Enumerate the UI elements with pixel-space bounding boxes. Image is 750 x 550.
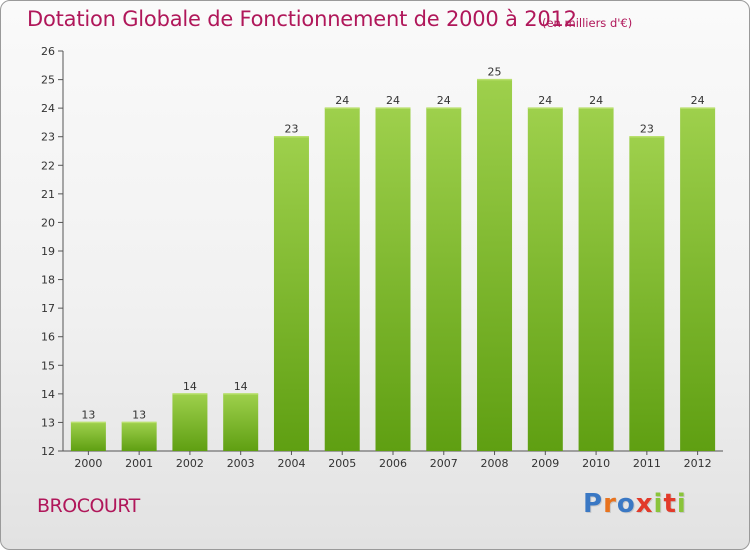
value-label-2004: 23	[284, 123, 298, 136]
x-tick-label-2004: 2004	[277, 457, 305, 470]
x-tick-label-2011: 2011	[633, 457, 661, 470]
x-tick-label-2009: 2009	[531, 457, 559, 470]
x-tick-label-2005: 2005	[328, 457, 356, 470]
chart-unit-note: (en milliers d'€)	[542, 16, 633, 30]
x-tick-label-2000: 2000	[74, 457, 102, 470]
bar-2010	[578, 108, 614, 451]
value-label-2011: 23	[640, 123, 654, 136]
value-label-2005: 24	[335, 94, 349, 107]
x-tick-label-2003: 2003	[227, 457, 255, 470]
bar-2002	[172, 393, 208, 451]
value-label-2000: 13	[81, 408, 95, 421]
value-label-2003: 14	[234, 380, 248, 393]
y-tick-label: 26	[41, 45, 55, 58]
chart-title: Dotation Globale de Fonctionnement de 20…	[27, 7, 577, 31]
x-tick-label-2001: 2001	[125, 457, 153, 470]
bar-2003	[223, 393, 259, 451]
y-tick-label: 19	[41, 245, 55, 258]
x-tick-label-2002: 2002	[176, 457, 204, 470]
value-label-2009: 24	[538, 94, 552, 107]
value-label-2008: 25	[488, 66, 502, 79]
y-tick-label: 24	[41, 102, 55, 115]
y-tick-label: 16	[41, 331, 55, 344]
y-tick-label: 12	[41, 445, 55, 458]
value-label-2006: 24	[386, 94, 400, 107]
bar-2008	[477, 79, 513, 451]
logo-letter: o	[616, 489, 636, 519]
value-label-2012: 24	[691, 94, 705, 107]
bar-2007	[426, 108, 462, 451]
y-tick-label: 14	[41, 388, 55, 401]
x-tick-label-2012: 2012	[684, 457, 712, 470]
y-tick-label: 18	[41, 274, 55, 287]
y-tick-label: 13	[41, 416, 55, 429]
y-tick-label: 25	[41, 74, 55, 87]
bars	[70, 78, 716, 451]
place-name: BROCOURT	[37, 495, 140, 517]
bar-2001	[121, 422, 157, 451]
bar-2012	[680, 108, 716, 451]
x-tick-label-2007: 2007	[430, 457, 458, 470]
axes: 12 13 14 15 16 17 18 19 20 21 22 23 24 25 26 2000 2001 20…	[41, 45, 723, 470]
x-tick-label-2010: 2010	[582, 457, 610, 470]
bar-2006	[375, 108, 411, 451]
bar-2000	[70, 422, 106, 451]
x-tick-label-2006: 2006	[379, 457, 407, 470]
logo-letter: i	[676, 489, 687, 519]
bar-2009	[527, 108, 563, 451]
logo-letter: P	[583, 489, 604, 519]
x-tick-label-2008: 2008	[481, 457, 509, 470]
bar-2004	[273, 136, 309, 451]
value-label-2010: 24	[589, 94, 603, 107]
y-tick-label: 23	[41, 131, 55, 144]
y-tick-label: 21	[41, 188, 55, 201]
y-tick-label: 17	[41, 302, 55, 315]
y-tick-label: 15	[41, 359, 55, 372]
value-label-2002: 14	[183, 380, 197, 393]
logo-letter: x	[635, 489, 654, 519]
bar-2011	[629, 136, 665, 451]
logo-letter: t	[663, 489, 677, 519]
proxiti-logo[interactable]: Proxiti	[583, 489, 687, 519]
value-label-2001: 13	[132, 408, 146, 421]
bar-2005	[324, 108, 360, 451]
value-label-2007: 24	[437, 94, 451, 107]
logo-letter: i	[653, 489, 664, 519]
data-labels: 13 13 14 14 23 24 24 24 25 24 24 23 24	[81, 66, 704, 422]
logo-letter: r	[603, 489, 617, 519]
y-tick-label: 20	[41, 216, 55, 229]
y-tick-label: 22	[41, 159, 55, 172]
